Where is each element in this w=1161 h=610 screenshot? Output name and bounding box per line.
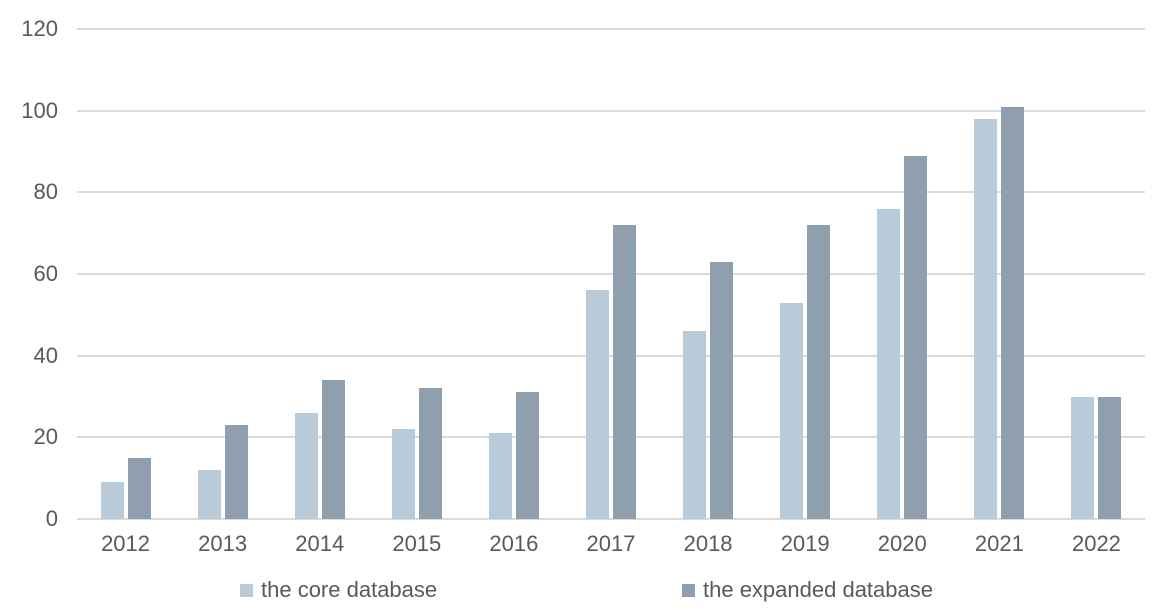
gridline-y-60: [77, 273, 1145, 275]
gridline-y-120: [77, 28, 1145, 30]
x-tick-label-2013: 2013: [198, 531, 248, 556]
bar-series0-2020: [877, 208, 901, 519]
gridline-y-20: [77, 436, 1145, 439]
bar-series0-2018: [683, 331, 707, 519]
bar-series0-2019: [780, 302, 804, 519]
bar-series1-2017: [613, 225, 636, 519]
x-tick-label-2012: 2012: [101, 531, 151, 556]
x-tick-label-2015: 2015: [392, 531, 442, 556]
y-tick-label-100: 100: [21, 97, 58, 123]
legend-item-expanded: the expanded database: [682, 577, 933, 603]
gridline-y-40: [77, 354, 1145, 357]
bar-series0-2016: [488, 433, 512, 519]
x-tick-label-2019: 2019: [780, 531, 830, 556]
y-tick-label-40: 40: [33, 342, 58, 368]
x-tick-label-2017: 2017: [586, 531, 636, 556]
bar-series1-2019: [807, 225, 831, 519]
bar-series1-2015: [418, 388, 442, 519]
bar-series1-2018: [710, 261, 734, 519]
bar-series0-2015: [391, 429, 415, 519]
bar-series0-2013: [197, 470, 221, 519]
bar-series0-2014: [294, 412, 318, 519]
legend-swatch-expanded-icon: [682, 583, 695, 597]
y-tick-label-120: 120: [21, 16, 58, 41]
x-tick-label-2016: 2016: [489, 531, 539, 556]
bar-series1-2016: [515, 392, 539, 519]
x-tick-label-2020: 2020: [877, 531, 927, 556]
bar-series1-2022: [1098, 396, 1122, 519]
bar-series1-2021: [1001, 106, 1025, 519]
x-tick-label-2014: 2014: [295, 531, 345, 556]
bar-series1-2020: [904, 155, 928, 519]
x-tick-label-2018: 2018: [683, 531, 733, 556]
y-tick-label-0: 0: [45, 506, 58, 531]
plot-area: [77, 28, 1145, 520]
bar-series0-2021: [974, 118, 998, 519]
x-tick-label-2021: 2021: [974, 531, 1024, 556]
y-tick-label-80: 80: [33, 179, 58, 205]
bar-series0-2017: [586, 290, 609, 519]
x-tick-label-2022: 2022: [1071, 531, 1121, 556]
y-tick-label-20: 20: [33, 424, 58, 450]
bar-series0-2022: [1071, 396, 1095, 519]
legend-item-core: the core database: [240, 577, 437, 603]
legend-swatch-core-icon: [240, 583, 253, 597]
bar-series1-2012: [127, 457, 151, 519]
gridline-y-80: [77, 191, 1145, 194]
y-tick-label-60: 60: [33, 261, 58, 286]
gridline-y-0: [77, 518, 1145, 520]
bar-series1-2013: [224, 425, 248, 519]
bar-series1-2014: [321, 380, 345, 519]
legend-label-expanded: the expanded database: [703, 577, 933, 602]
bar-series0-2012: [100, 482, 124, 519]
legend-label-core: the core database: [261, 577, 438, 602]
gridline-y-100: [77, 109, 1145, 112]
